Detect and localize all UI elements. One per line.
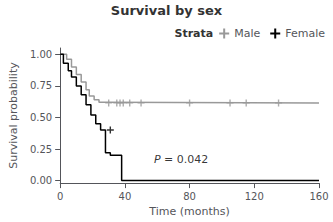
svg-text:0.75: 0.75 <box>30 80 52 91</box>
svg-text:0.00: 0.00 <box>30 175 52 186</box>
svg-text:40: 40 <box>119 191 132 202</box>
svg-text:0: 0 <box>57 191 63 202</box>
svg-text:160: 160 <box>309 191 328 202</box>
svg-text:80: 80 <box>183 191 196 202</box>
svg-text:Strata: Strata <box>174 27 213 40</box>
svg-text:120: 120 <box>245 191 264 202</box>
svg-text:Time (months): Time (months) <box>148 205 229 218</box>
svg-text:0.50: 0.50 <box>30 112 52 123</box>
svg-text:P: P <box>154 152 161 166</box>
svg-text:0.25: 0.25 <box>30 144 52 155</box>
svg-text:Survival probability: Survival probability <box>7 62 20 169</box>
svg-text:Male: Male <box>234 27 260 40</box>
svg-text:Female: Female <box>285 27 325 40</box>
svg-text:1.00: 1.00 <box>30 49 52 60</box>
svg-text:= 0.042: = 0.042 <box>161 153 209 166</box>
svg-text:Survival by sex: Survival by sex <box>111 3 223 18</box>
